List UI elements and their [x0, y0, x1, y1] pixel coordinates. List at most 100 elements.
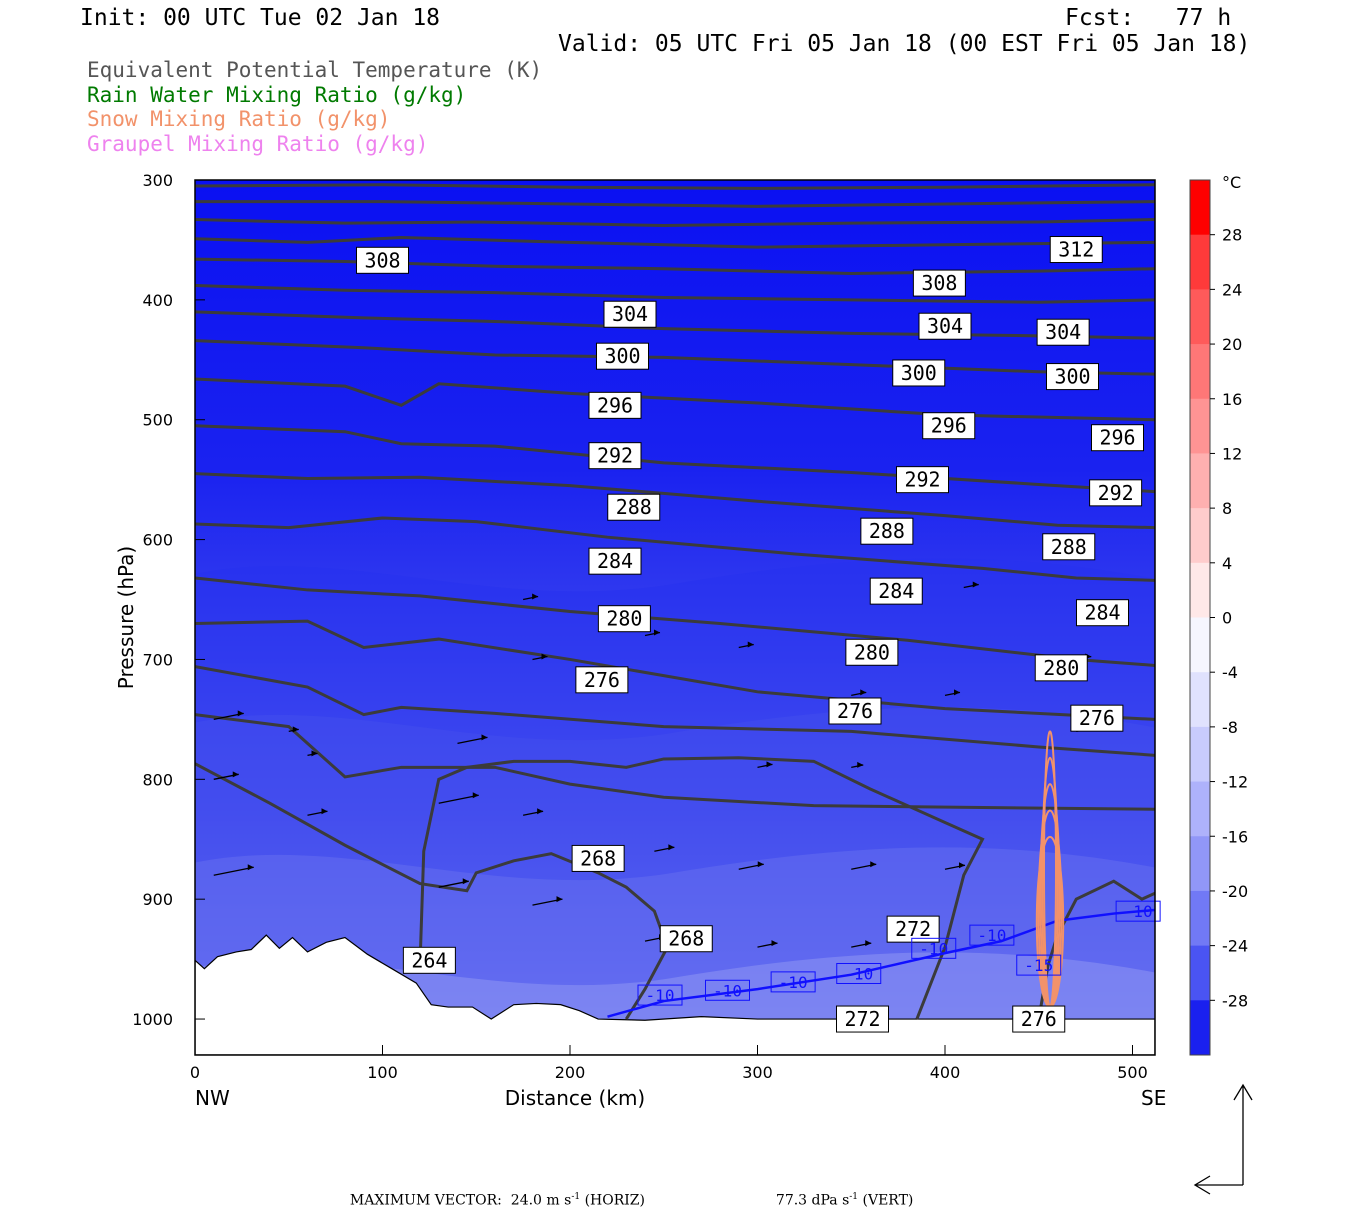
theta-e-label-box: [659, 925, 713, 953]
wind-vector-head: [472, 792, 479, 799]
colorbar-tick-label: -20: [1222, 882, 1248, 901]
theta-e-label-box: [922, 412, 976, 440]
theta-e-label: 276: [837, 699, 873, 723]
theta-e-label-box: [1049, 236, 1103, 264]
theta-e-label-box: [596, 342, 649, 370]
theta-e-label: 288: [1051, 535, 1087, 559]
theta-e-label: 292: [1098, 481, 1134, 505]
wind-vector-head: [860, 689, 867, 696]
colorbar-segment: [1190, 508, 1210, 564]
theta-e-label-box: [402, 946, 456, 974]
theta-e-label-box: [1012, 1005, 1066, 1033]
temp-label: -10: [919, 939, 948, 958]
init-time: Init: 00 UTC Tue 02 Jan 18: [80, 5, 441, 31]
theta-e-label-box: [607, 493, 661, 521]
colorbar-tick-label: -16: [1222, 827, 1248, 846]
theta-e-label-box: [828, 697, 882, 725]
wind-vector-head: [237, 710, 244, 717]
theta-e-label: 300: [604, 344, 640, 368]
y-tick-label: 700: [142, 650, 173, 669]
theta-e-label: 288: [869, 519, 905, 543]
wind-vector-head: [321, 808, 328, 815]
colorbar-segment: [1190, 234, 1210, 290]
theta-e-label-box: [1046, 363, 1099, 391]
theta-e-label-box: [869, 577, 923, 605]
wind-vector-head: [865, 940, 872, 947]
theta-e-label-box: [1042, 533, 1096, 561]
colorbar-tick-label: -4: [1222, 663, 1238, 682]
y-tick-label: 500: [142, 411, 173, 430]
colorbar-unit: °C: [1222, 173, 1241, 192]
theta-e-label: 284: [1084, 601, 1120, 625]
theta-e-label: 284: [878, 579, 914, 603]
colorbar-segment: [1190, 562, 1210, 618]
wind-vector: [213, 866, 254, 876]
colorbar-segment: [1190, 726, 1210, 783]
theta-e-label-box: [1036, 318, 1090, 346]
theta-e-label: 288: [616, 495, 652, 519]
y-tick-label: 600: [142, 531, 173, 550]
wind-vector-head: [654, 629, 660, 636]
legend-snow: Snow Mixing Ratio (g/kg): [87, 107, 391, 131]
colorbar-segment: [1190, 836, 1210, 892]
temp-label: -10: [713, 981, 742, 1000]
x-tick-label: 100: [367, 1063, 398, 1082]
theta-e-contour: [195, 516, 1155, 582]
colorbar-tick-label: -12: [1222, 773, 1248, 792]
colorbar-tick-label: 8: [1222, 499, 1232, 518]
colorbar-tick-label: -28: [1222, 991, 1248, 1010]
y-tick-label: 800: [142, 770, 173, 789]
theta-e-label: 296: [931, 414, 967, 438]
theta-e-contour: [195, 619, 1155, 721]
temp-label: -15: [1024, 956, 1053, 975]
theta-e-label-box: [892, 359, 946, 387]
colorbar-tick-label: 12: [1222, 444, 1242, 463]
theta-e-label-box: [1076, 599, 1129, 627]
wind-vector-head: [870, 861, 877, 868]
theta-e-label: 308: [921, 271, 957, 295]
theta-e-label: 308: [364, 248, 400, 272]
theta-e-label: 300: [1054, 365, 1090, 389]
temperature-fill: [195, 180, 1155, 1055]
temp-label: -10: [977, 926, 1006, 945]
max-vector-vertical: 77.3 dPa s-1 (VERT): [775, 1192, 914, 1209]
wind-vector-head: [757, 861, 764, 868]
y-tick-label: 1000: [132, 1010, 173, 1029]
temp-label-box: [770, 971, 816, 993]
wind-vector-head: [311, 750, 318, 757]
wind-vector-head: [541, 653, 548, 660]
theta-e-label-box: [845, 638, 899, 666]
wind-vector-head: [481, 734, 488, 741]
temp-label-box: [836, 962, 882, 984]
wind-vector-head: [959, 862, 965, 869]
colorbar-segment: [1190, 617, 1210, 673]
temp-label: -10: [1124, 902, 1153, 921]
colorbar-tick-label: 0: [1222, 609, 1232, 628]
theta-e-contour: [195, 472, 1155, 530]
forecast-hour: Fcst: 77 h: [1065, 5, 1232, 31]
max-vector-horizontal: MAXIMUM VECTOR: 24.0 m s-1 (HORIZ): [349, 1192, 645, 1209]
theta-e-label: 300: [901, 361, 937, 385]
theta-e-contour: [195, 283, 1155, 304]
wind-vector-head: [857, 761, 864, 768]
colorbar-segment: [1190, 180, 1210, 236]
horizontal-scale-arrow: [1193, 1175, 1243, 1195]
theta-e-label-box: [860, 517, 914, 545]
theta-e-label: 272: [895, 917, 931, 941]
colorbar-segment: [1190, 890, 1210, 947]
temp-label-box: [1016, 954, 1062, 976]
colorbar-segment: [1190, 672, 1210, 728]
wind-vector-head: [247, 864, 254, 871]
theta-e-label: 272: [844, 1007, 880, 1031]
x-tick-label: 300: [742, 1063, 773, 1082]
colorbar-tick-label: 4: [1222, 554, 1232, 573]
wind-vector: [438, 794, 479, 804]
y-axis-label: Pressure (hPa): [114, 546, 138, 689]
temp-label: -10: [646, 986, 675, 1005]
x-tick-label: 0: [190, 1063, 200, 1082]
theta-e-label-box: [597, 605, 651, 633]
theta-e-label-box: [588, 442, 642, 470]
wind-vector-head: [747, 641, 754, 648]
colorbar-segment: [1190, 289, 1210, 345]
colorbar-segment: [1190, 1000, 1210, 1056]
